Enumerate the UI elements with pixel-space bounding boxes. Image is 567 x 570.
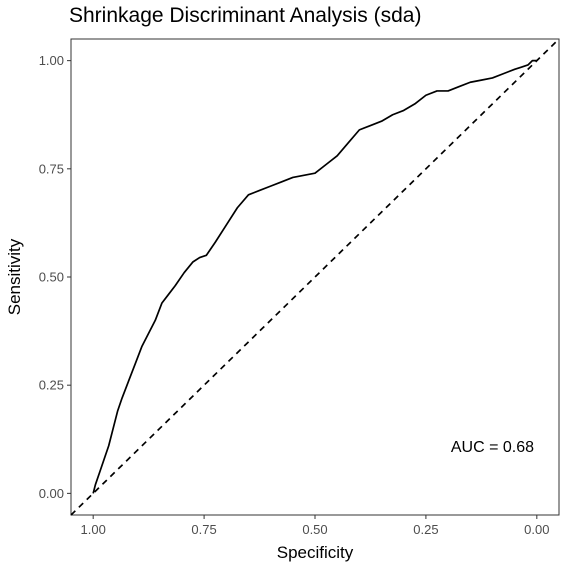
x-tick-label: 0.50	[302, 522, 327, 537]
roc-curve-line	[92, 59, 537, 494]
auc-annotation: AUC = 0.68	[451, 439, 534, 456]
series-layer	[70, 38, 560, 516]
y-tick-label: 0.25	[39, 378, 64, 393]
x-tick-label: 0.75	[191, 522, 216, 537]
y-tick-label: 0.75	[39, 161, 64, 176]
x-tick-label: 1.00	[81, 522, 106, 537]
y-tick-label: 0.00	[39, 486, 64, 501]
y-tick-label: 0.50	[39, 270, 64, 285]
y-axis-title: Sensitivity	[5, 238, 24, 315]
x-axis-title: Specificity	[277, 543, 354, 562]
annotation-layer: AUC = 0.68	[451, 439, 534, 456]
y-axis: 0.00 0.25 0.50 0.75 1.00	[39, 53, 71, 501]
x-tick-label: 0.00	[524, 522, 549, 537]
reference-diagonal-line	[70, 38, 560, 516]
x-axis: 1.00 0.75 0.50 0.25 0.00	[81, 515, 549, 537]
x-tick-label: 0.25	[413, 522, 438, 537]
y-tick-label: 1.00	[39, 53, 64, 68]
chart-title: Shrinkage Discriminant Analysis (sda)	[69, 4, 421, 27]
